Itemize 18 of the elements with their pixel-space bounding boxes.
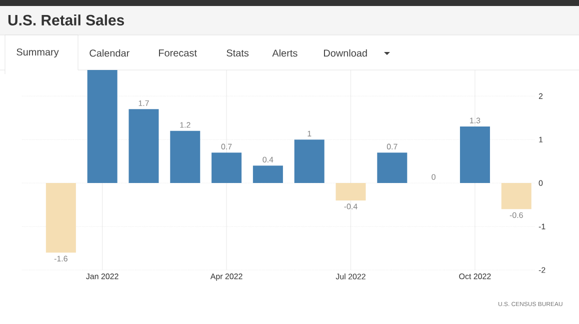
bar [212, 152, 242, 184]
bar [170, 130, 200, 184]
text: Stats [226, 49, 249, 57]
chart-title: U.S. Retail Sales [8, 14, 124, 26]
text: Forecast [159, 50, 197, 56]
bar [336, 183, 366, 200]
bar [252, 166, 283, 184]
bar [128, 109, 159, 184]
bar [501, 183, 532, 210]
bar [377, 152, 408, 184]
bar [46, 183, 76, 253]
bar [294, 140, 324, 184]
bar [87, 70, 118, 184]
text: Calendar [90, 49, 130, 57]
text: Summary [16, 48, 59, 58]
text: Alerts [272, 49, 298, 57]
text: Download [324, 49, 367, 57]
bar [460, 126, 490, 184]
